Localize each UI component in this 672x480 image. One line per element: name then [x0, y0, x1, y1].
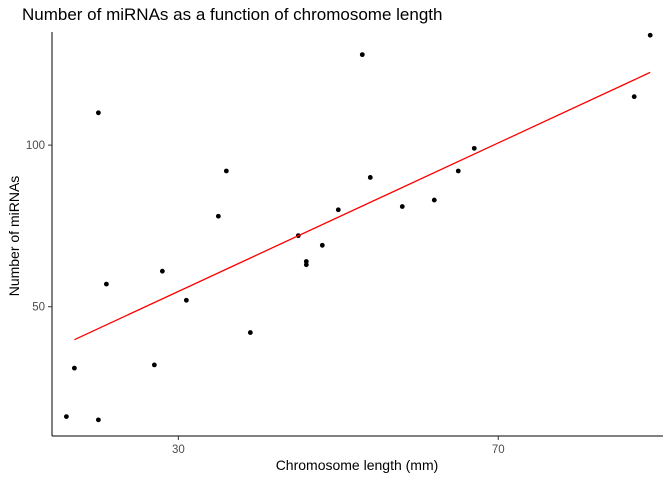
- y-tick-label: 100: [26, 140, 45, 152]
- y-tick-label: 50: [32, 302, 45, 314]
- data-point: [399, 204, 405, 209]
- regression-line: [74, 71, 651, 341]
- axis-ticks: 30 70 50 100: [26, 140, 505, 456]
- data-point: [223, 168, 229, 174]
- data-point: [335, 207, 341, 213]
- data-point: [471, 145, 477, 151]
- x-tick-label: 30: [172, 444, 185, 456]
- data-point: [159, 268, 165, 274]
- data-point: [215, 213, 221, 219]
- x-tick-label: 70: [492, 444, 505, 456]
- data-point: [359, 52, 365, 58]
- data-point: [95, 417, 101, 423]
- chart-title: Number of miRNAs as a function of chromo…: [22, 5, 442, 24]
- data-point: [367, 175, 373, 180]
- data-point: [247, 330, 253, 335]
- data-point: [647, 32, 653, 38]
- data-point: [151, 362, 157, 368]
- x-axis-label: Chromosome length (mm): [276, 457, 439, 473]
- data-point: [103, 281, 109, 287]
- data-point: [71, 365, 77, 371]
- data-point: [63, 414, 69, 420]
- data-point: [319, 242, 325, 248]
- data-point: [95, 110, 101, 116]
- y-axis-label: Number of miRNAs: [6, 176, 22, 297]
- data-point: [455, 168, 461, 174]
- data-point: [183, 297, 189, 303]
- data-point: [631, 94, 637, 100]
- data-point: [431, 197, 437, 203]
- plot-area: [63, 32, 653, 423]
- data-point: [303, 262, 309, 268]
